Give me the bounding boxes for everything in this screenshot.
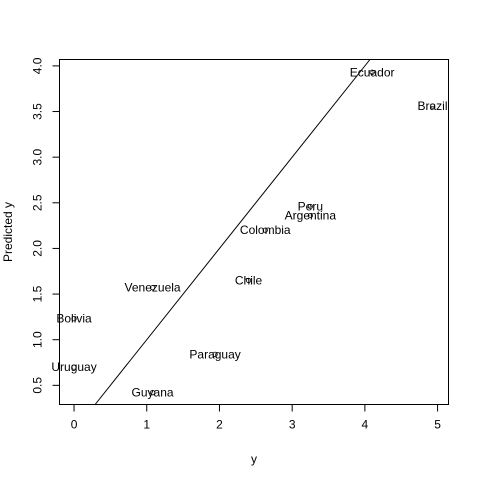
point-label: Brazil [417,99,447,113]
y-tick-label: 0.5 [31,377,45,394]
data-point [212,351,218,357]
point-label: Chile [235,273,263,287]
x-axis-title: y [251,452,257,466]
data-point [71,364,77,370]
x-tick-label: 1 [143,418,150,432]
y-tick-label: 2.5 [31,194,45,211]
reference-line [94,59,371,405]
y-tick-label: 1.0 [31,331,45,348]
data-point [307,203,313,210]
y-tick-label: 1.5 [31,285,45,302]
y-tick-label: 3.0 [31,148,45,165]
data-point [149,390,156,396]
data-point [369,69,375,75]
x-tick-label: 0 [71,418,78,432]
y-tick-label: 4.0 [31,57,45,74]
plot-area-frame [59,59,449,405]
point-label: Uruguay [51,360,96,374]
point-label: Paraguay [189,347,240,361]
point-label: Peru [298,199,323,213]
data-point [71,316,77,322]
x-tick-label: 3 [289,418,296,432]
y-tick-label: 2.0 [31,240,45,257]
point-label: Venezuela [125,281,181,295]
data-point [245,277,252,283]
point-label: Guyana [132,386,174,400]
point-label: Ecuador [350,65,395,79]
point-label: Colombia [240,223,291,237]
x-tick-label: 4 [362,418,369,432]
data-point [262,227,268,233]
x-axis: 0 1 2 3 4 5 [71,404,441,432]
data-point [149,285,156,291]
x-tick-label: 2 [216,418,223,432]
point-label: Argentina [285,209,337,223]
y-axis-title: Predicted y [1,202,15,262]
y-axis: 0.5 1.0 1.5 2.0 2.5 3.0 3.5 4.0 [31,57,60,394]
data-point [429,103,436,109]
data-point [307,212,313,219]
y-tick-label: 3.5 [31,103,45,120]
x-tick-label: 5 [434,418,441,432]
point-label: Bolivia [56,312,92,326]
